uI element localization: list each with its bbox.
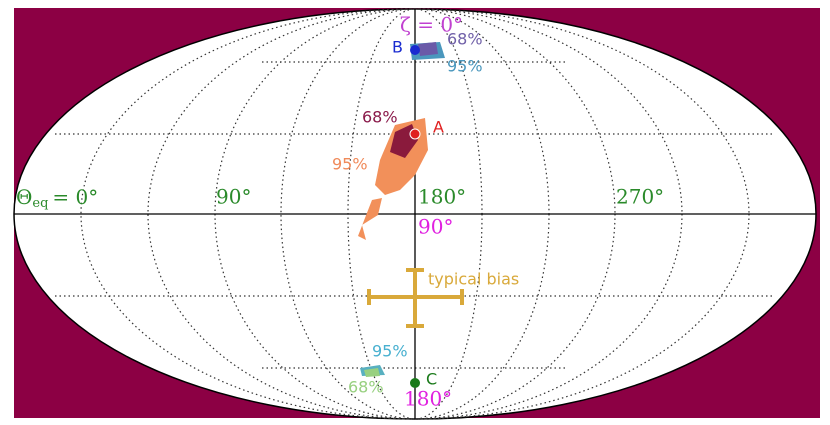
longitude-label: 90° xyxy=(216,185,251,209)
bias-bar xyxy=(367,268,464,328)
confidence-label: 68% xyxy=(447,30,483,49)
longitude-label: 270° xyxy=(616,185,664,209)
top-label: ζ = 0° xyxy=(400,13,463,37)
point-b xyxy=(410,45,420,55)
confidence-label: 95% xyxy=(447,57,483,76)
latitude-label: 90° xyxy=(418,215,453,239)
longitude-label: 180° xyxy=(418,185,466,209)
confidence-label: 95% xyxy=(332,155,368,174)
region-a-95-tail xyxy=(358,198,382,240)
longitude-label: Θeq = 0° xyxy=(16,185,98,211)
point-a xyxy=(409,128,421,140)
region-b-68 xyxy=(418,42,438,56)
region-c-68 xyxy=(364,368,380,377)
bottom-label: 180° xyxy=(404,387,452,411)
point-label: C xyxy=(426,370,437,389)
point-c xyxy=(410,378,420,388)
bias-label: typical bias xyxy=(428,270,519,289)
confidence-label: 95% xyxy=(372,342,408,361)
confidence-label: 68% xyxy=(362,108,398,127)
point-label: A xyxy=(433,118,444,137)
point-label: B xyxy=(392,38,403,57)
confidence-label: 68% xyxy=(348,378,384,397)
